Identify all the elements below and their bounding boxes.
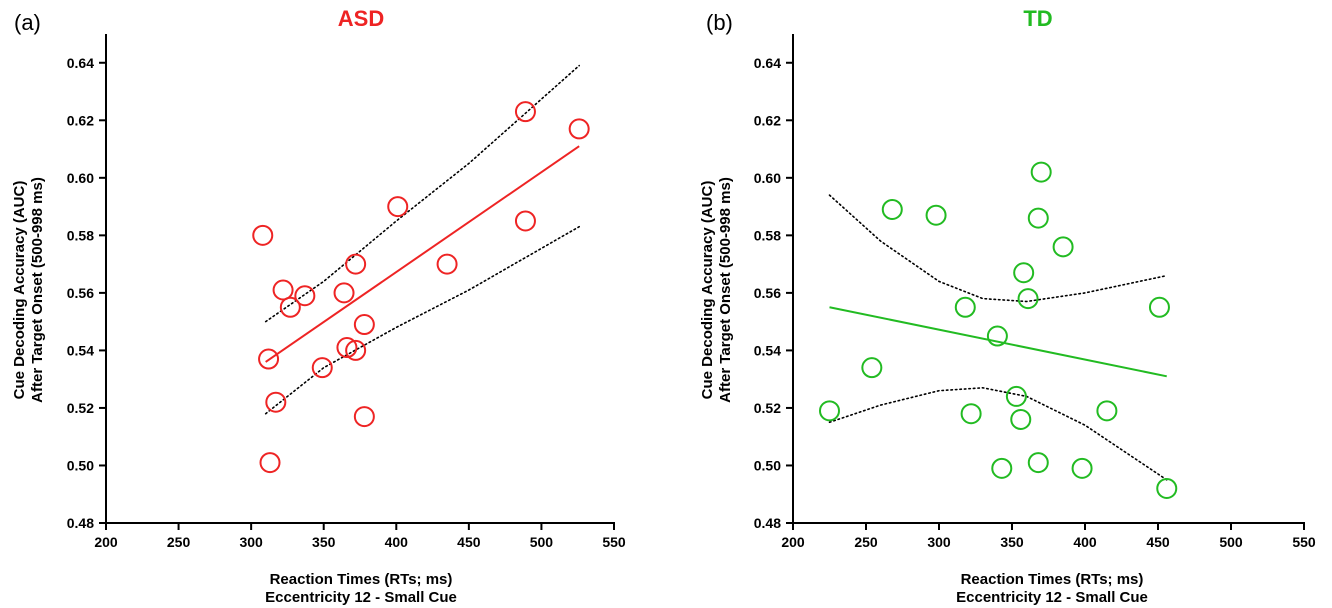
y-tick-label: 0.48 xyxy=(67,515,94,531)
y-tick-label: 0.62 xyxy=(754,112,781,128)
y-tick-label: 0.54 xyxy=(754,342,781,358)
x-tick-label: 500 xyxy=(530,534,554,550)
data-point xyxy=(1027,452,1049,474)
data-point xyxy=(960,403,982,425)
confidence-band-lower xyxy=(828,386,1168,481)
x-tick-label: 400 xyxy=(385,534,409,550)
x-tick-label: 350 xyxy=(312,534,336,550)
y-tick-label: 0.50 xyxy=(754,457,781,473)
x-tick-label: 400 xyxy=(1073,534,1097,550)
y-tick-label: 0.58 xyxy=(754,227,781,243)
plot-area: 200 250 300 350 400 450 500 550 0.48 0.50 0.52 0.54… xyxy=(754,34,1316,550)
data-point xyxy=(1030,161,1052,183)
x-tick-label: 200 xyxy=(94,534,118,550)
chart-td: (b) TD Cue Decoding Accuracy (AUC) After… xyxy=(699,6,1316,606)
data-point xyxy=(265,391,287,413)
x-tick-label: 250 xyxy=(167,534,191,550)
data-point xyxy=(1010,408,1032,430)
data-point xyxy=(353,406,375,428)
y-axis-label-line1: Cue Decoding Accuracy (AUC) xyxy=(11,181,28,400)
data-point xyxy=(294,285,316,307)
confidence-band-upper xyxy=(828,194,1168,303)
panel-td: (b) TD Cue Decoding Accuracy (AUC) After… xyxy=(666,0,1332,608)
x-tick-label: 300 xyxy=(927,534,951,550)
regression-line xyxy=(829,306,1167,378)
data-point xyxy=(259,452,281,474)
data-point xyxy=(387,196,409,218)
plot-area: 200 250 300 350 400 450 500 550 0.48 0.50 0.52 0.54… xyxy=(67,34,626,550)
data-point xyxy=(252,224,274,246)
x-tick-label: 450 xyxy=(1146,534,1170,550)
x-axis-label-line2: Eccentricity 12 - Small Cue xyxy=(265,589,457,606)
data-point xyxy=(353,314,375,336)
y-tick-label: 0.56 xyxy=(67,285,94,301)
data-point xyxy=(986,325,1008,347)
chart-title: TD xyxy=(1023,6,1052,31)
x-tick-label: 450 xyxy=(457,534,481,550)
data-point xyxy=(1096,400,1118,422)
y-tick-label: 0.50 xyxy=(67,457,94,473)
x-axis-label-line1: Reaction Times (RTs; ms) xyxy=(270,571,453,588)
y-axis-label-line2: After Target Onset (500-998 ms) xyxy=(29,177,46,403)
y-axis-label: Cue Decoding Accuracy (AUC) After Target… xyxy=(11,177,46,403)
data-point xyxy=(279,296,301,318)
confidence-band-upper xyxy=(264,64,580,323)
data-point xyxy=(345,253,367,275)
y-tick-label: 0.58 xyxy=(67,227,94,243)
data-point xyxy=(925,204,947,226)
y-tick-label: 0.60 xyxy=(754,170,781,186)
data-point xyxy=(311,357,333,379)
data-point xyxy=(1052,236,1074,258)
y-tick-label: 0.52 xyxy=(754,400,781,416)
data-point xyxy=(1013,262,1035,284)
data-point xyxy=(991,457,1013,479)
panel-asd: (a) ASD Cue Decoding Accuracy (AUC) Afte… xyxy=(11,6,626,606)
x-tick-label: 250 xyxy=(854,534,878,550)
y-axis-label-line1: Cue Decoding Accuracy (AUC) xyxy=(699,181,716,400)
y-tick-label: 0.56 xyxy=(754,285,781,301)
x-tick-label: 550 xyxy=(602,534,626,550)
data-point xyxy=(954,296,976,318)
data-point xyxy=(1071,457,1093,479)
data-point xyxy=(861,357,883,379)
regression-line xyxy=(265,145,580,363)
data-point xyxy=(272,279,294,301)
y-tick-label: 0.60 xyxy=(67,170,94,186)
data-point xyxy=(568,118,590,140)
x-tick-label: 500 xyxy=(1219,534,1243,550)
data-point xyxy=(819,400,840,422)
data-point xyxy=(1005,385,1027,407)
chart-title: ASD xyxy=(338,6,384,31)
data-point xyxy=(1156,477,1178,499)
data-point xyxy=(336,337,358,359)
panel-label: (b) xyxy=(706,10,733,35)
data-point xyxy=(436,253,458,275)
y-tick-label: 0.54 xyxy=(67,342,94,358)
data-point xyxy=(881,198,903,220)
data-point xyxy=(345,339,367,361)
y-tick-label: 0.64 xyxy=(754,55,781,71)
x-tick-label: 350 xyxy=(1000,534,1024,550)
x-tick-label: 300 xyxy=(239,534,263,550)
data-point xyxy=(1017,288,1039,310)
panel-label: (a) xyxy=(14,10,41,35)
y-axis-label: Cue Decoding Accuracy (AUC) After Target… xyxy=(699,177,734,403)
data-point xyxy=(258,348,280,370)
confidence-band-lower xyxy=(264,225,580,415)
data-point xyxy=(1148,296,1170,318)
y-tick-label: 0.48 xyxy=(754,515,781,531)
x-tick-label: 550 xyxy=(1292,534,1316,550)
y-tick-label: 0.62 xyxy=(67,112,94,128)
data-point xyxy=(514,101,536,123)
y-tick-label: 0.64 xyxy=(67,55,94,71)
chart-asd: (a) ASD Cue Decoding Accuracy (AUC) Afte… xyxy=(11,6,626,606)
x-axis-label-line1: Reaction Times (RTs; ms) xyxy=(961,571,1144,588)
x-tick-label: 200 xyxy=(781,534,805,550)
data-point xyxy=(514,210,536,232)
data-point xyxy=(1027,207,1049,229)
data-point xyxy=(333,282,355,304)
x-axis-label-line2: Eccentricity 12 - Small Cue xyxy=(956,589,1148,606)
y-tick-label: 0.52 xyxy=(67,400,94,416)
y-axis-label-line2: After Target Onset (500-998 ms) xyxy=(717,177,734,403)
